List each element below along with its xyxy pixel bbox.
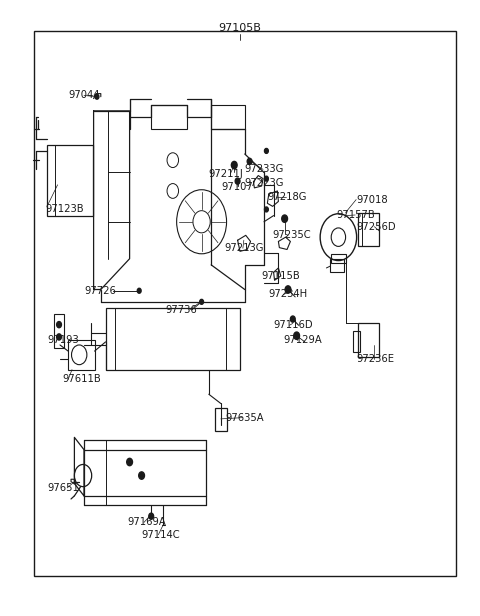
Circle shape <box>231 161 237 169</box>
Circle shape <box>139 472 144 479</box>
Bar <box>211 105 245 129</box>
Circle shape <box>127 458 132 466</box>
Text: 97044: 97044 <box>68 91 100 100</box>
Circle shape <box>57 334 61 340</box>
Bar <box>331 254 346 263</box>
Bar <box>358 213 379 246</box>
Circle shape <box>149 513 154 519</box>
Text: 97114C: 97114C <box>142 530 180 540</box>
Circle shape <box>57 322 61 328</box>
Circle shape <box>200 299 204 304</box>
Circle shape <box>294 332 300 339</box>
Text: 97223G: 97223G <box>245 178 284 188</box>
Text: 97651: 97651 <box>47 483 79 493</box>
Circle shape <box>235 178 240 184</box>
Circle shape <box>264 207 268 212</box>
Text: 97129A: 97129A <box>283 335 322 345</box>
Text: 97233G: 97233G <box>245 164 284 174</box>
Text: 97256D: 97256D <box>356 222 396 232</box>
Text: 97611B: 97611B <box>62 375 101 384</box>
Bar <box>358 323 379 357</box>
Text: 97105B: 97105B <box>218 23 262 33</box>
Text: 97234H: 97234H <box>269 290 308 299</box>
Text: 97115B: 97115B <box>262 271 300 281</box>
Text: 97018: 97018 <box>356 195 388 205</box>
Text: 97213G: 97213G <box>225 243 264 253</box>
Bar <box>330 259 344 272</box>
Bar <box>68 340 95 370</box>
Text: 97123B: 97123B <box>46 205 84 214</box>
Bar <box>34 31 456 576</box>
Circle shape <box>282 215 288 222</box>
Circle shape <box>285 286 291 293</box>
Bar <box>151 105 187 129</box>
Text: 97736: 97736 <box>166 305 197 315</box>
Text: 97236E: 97236E <box>356 354 394 363</box>
Bar <box>54 314 64 348</box>
Bar <box>215 408 227 431</box>
Text: 97107: 97107 <box>222 182 253 192</box>
Text: 97193: 97193 <box>47 335 79 345</box>
Text: 97116D: 97116D <box>274 320 313 330</box>
Bar <box>353 331 360 352</box>
Circle shape <box>264 176 268 181</box>
Text: 97157B: 97157B <box>336 210 375 220</box>
Bar <box>47 145 93 216</box>
Circle shape <box>290 316 295 322</box>
Text: 97726: 97726 <box>84 286 116 296</box>
Circle shape <box>137 288 141 293</box>
Text: 97635A: 97635A <box>226 413 264 423</box>
Bar <box>106 308 240 370</box>
Text: 97218G: 97218G <box>268 192 307 202</box>
Text: 97211J: 97211J <box>209 169 243 179</box>
Circle shape <box>247 158 252 164</box>
Circle shape <box>264 148 268 153</box>
Text: 97169A: 97169A <box>127 517 166 527</box>
Text: 97235C: 97235C <box>273 230 311 240</box>
Circle shape <box>95 94 99 99</box>
